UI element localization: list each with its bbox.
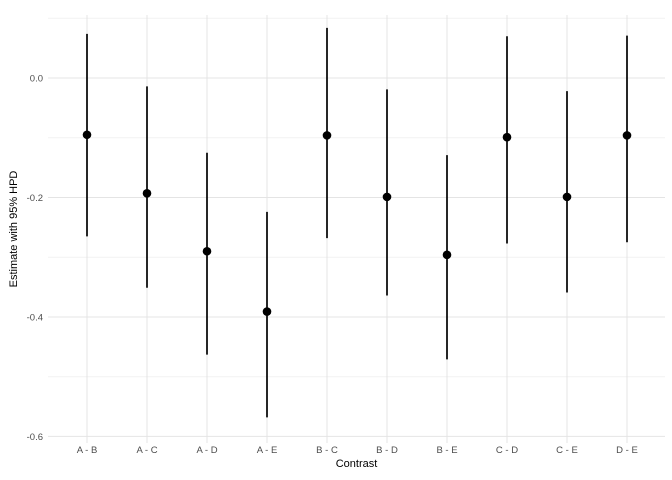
y-tick-label: -0.2	[27, 193, 43, 204]
x-axis-title: Contrast	[335, 458, 378, 470]
x-tick-label: A - C	[136, 445, 157, 456]
estimate-point-B-C	[322, 131, 332, 140]
estimate-point-A-B	[82, 130, 92, 140]
y-tick-label: -0.4	[27, 312, 43, 323]
estimate-point-B-D	[382, 192, 392, 202]
estimate-point-B-E	[442, 250, 452, 260]
x-tick-label: B - C	[316, 445, 338, 456]
y-tick-label: -0.6	[27, 432, 43, 443]
x-tick-label: B - E	[436, 445, 457, 456]
estimate-point-C-E	[562, 192, 572, 202]
estimate-point-A-E	[262, 307, 272, 316]
x-tick-label: A - B	[77, 445, 98, 456]
y-tick-label: 0.0	[30, 74, 43, 85]
x-tick-label: C - E	[556, 445, 578, 456]
estimate-point-C-D	[502, 132, 512, 142]
x-tick-label: D - E	[616, 445, 638, 456]
estimate-point-D-E	[622, 131, 632, 140]
estimate-point-A-D	[202, 246, 212, 256]
x-tick-label: C - D	[496, 445, 518, 456]
estimate-point-A-C	[142, 189, 152, 198]
y-axis-title: Estimate with 95% HPD	[8, 170, 20, 288]
x-tick-label: A - D	[196, 445, 217, 456]
x-tick-label: B - D	[376, 445, 398, 456]
x-tick-label: A - E	[257, 445, 278, 456]
